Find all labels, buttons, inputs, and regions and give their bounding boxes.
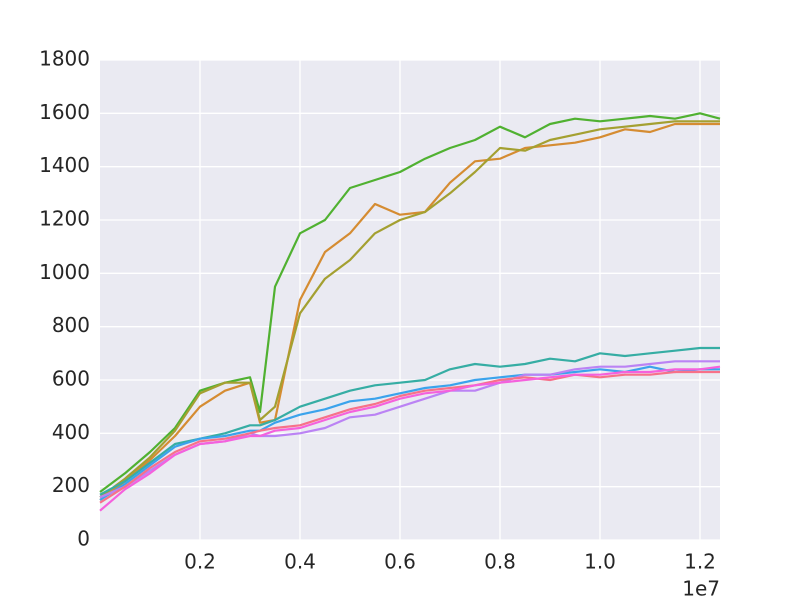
x-tick-label: 1.0 <box>584 550 616 574</box>
series-line <box>99 122 720 501</box>
series-line <box>99 112 721 493</box>
plot-area <box>100 60 720 540</box>
y-tick-label: 1000 <box>39 260 90 284</box>
series-line <box>99 365 720 501</box>
series-line <box>99 365 721 512</box>
y-tick-label: 400 <box>52 420 90 444</box>
x-tick-label: 1.2 <box>684 550 716 574</box>
x-tick-label: 0.2 <box>184 550 216 574</box>
series-line <box>99 120 720 499</box>
x-offset-label: 1e7 <box>682 577 720 600</box>
y-tick-label: 800 <box>52 313 90 337</box>
series-line <box>99 370 720 504</box>
y-tick-label: 600 <box>52 367 90 391</box>
y-tick-label: 1600 <box>39 100 90 124</box>
y-tick-label: 1800 <box>39 47 90 71</box>
y-tick-label: 200 <box>52 473 90 497</box>
x-tick-label: 0.6 <box>384 550 416 574</box>
y-tick-label: 1400 <box>39 153 90 177</box>
y-tick-label: 1200 <box>39 207 90 231</box>
x-tick-label: 0.4 <box>284 550 316 574</box>
y-tick-label: 0 <box>77 527 90 551</box>
x-tick-label: 0.8 <box>484 550 516 574</box>
